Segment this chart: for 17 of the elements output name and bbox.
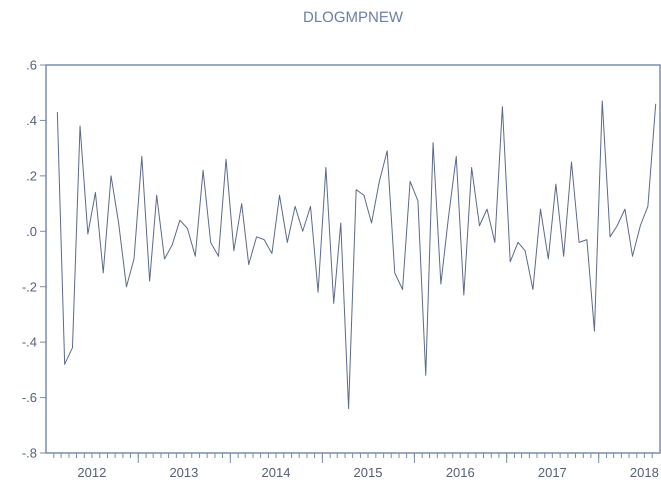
y-tick-label: -.6 <box>22 390 37 406</box>
y-tick-label: -.4 <box>22 334 37 350</box>
x-tick-label: 2012 <box>77 465 106 480</box>
chart-title: DLOGMPNEW <box>302 9 404 26</box>
x-tick-label: 2015 <box>354 465 382 480</box>
line-series <box>56 100 656 410</box>
x-tick-label: 2013 <box>169 465 198 480</box>
y-tick-label: -.2 <box>22 279 37 294</box>
x-tick-label: 2018 <box>630 465 659 480</box>
x-tick-label: 2016 <box>446 465 475 480</box>
y-tick-label: .2 <box>26 168 37 184</box>
y-tick-label: -.8 <box>22 446 37 461</box>
y-tick-label: .0 <box>26 224 37 239</box>
x-tick-label: 2014 <box>262 465 290 480</box>
y-tick-label: .4 <box>26 112 37 128</box>
x-tick-label: 2017 <box>538 465 567 480</box>
y-tick-label: .6 <box>26 58 37 73</box>
